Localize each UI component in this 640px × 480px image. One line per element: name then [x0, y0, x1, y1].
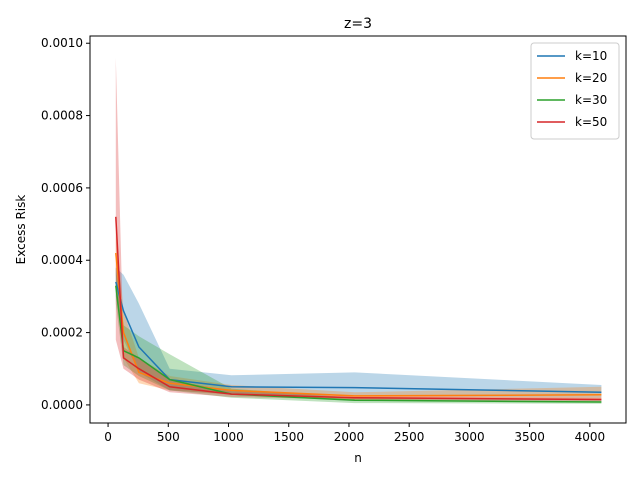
y-axis-label: Excess Risk — [14, 195, 28, 265]
legend-label: k=30 — [575, 93, 607, 107]
legend-label: k=20 — [575, 71, 607, 85]
x-tick-label: 3500 — [514, 430, 545, 444]
x-tick-label: 2500 — [394, 430, 425, 444]
band-k-10 — [115, 267, 602, 398]
y-tick-label: 0.0004 — [41, 253, 83, 267]
legend-label: k=50 — [575, 115, 607, 129]
x-axis-ticks: 0 500 1000 1500 2000 2500 3000 3500 4000 — [104, 423, 605, 444]
x-axis-label: n — [354, 451, 362, 465]
x-tick-label: 1500 — [273, 430, 304, 444]
legend: k=10 k=20 k=30 k=50 — [530, 42, 620, 140]
x-tick-label: 0 — [104, 430, 112, 444]
axes-frame — [89, 35, 627, 424]
x-tick-label: 500 — [157, 430, 180, 444]
y-tick-label: 0.0002 — [41, 326, 83, 340]
y-tick-label: 0.0010 — [41, 36, 83, 50]
y-tick-label: 0.0000 — [41, 398, 83, 412]
x-tick-label: 4000 — [575, 430, 606, 444]
confidence-bands — [115, 57, 602, 404]
legend-box — [530, 42, 620, 140]
series-line-k-50 — [115, 216, 602, 401]
y-tick-label: 0.0008 — [41, 109, 83, 123]
legend-label: k=10 — [575, 49, 607, 63]
series-lines — [115, 216, 602, 403]
series-line-k-20 — [115, 252, 602, 397]
y-axis-ticks: 0.0000 0.0002 0.0004 0.0006 0.0008 0.0010 — [41, 36, 90, 412]
x-tick-label: 3000 — [454, 430, 485, 444]
chart-title: z=3 — [344, 16, 372, 32]
y-tick-label: 0.0006 — [41, 181, 83, 195]
x-tick-label: 1000 — [213, 430, 244, 444]
band-k-20 — [115, 231, 602, 400]
x-tick-label: 2000 — [334, 430, 365, 444]
